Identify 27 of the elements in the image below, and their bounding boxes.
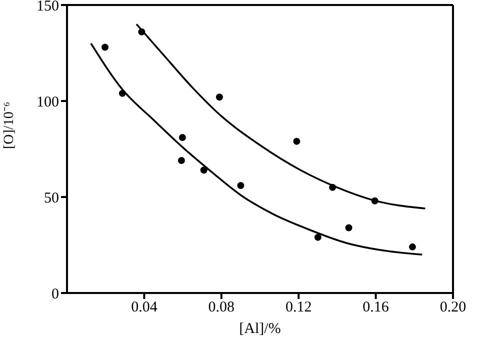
x-tick-label: 0.08: [208, 300, 235, 316]
y-tick-label: 150: [36, 0, 59, 14]
point: [138, 28, 146, 36]
point: [118, 90, 126, 97]
y-tick-label: 0: [52, 286, 59, 302]
point: [102, 44, 109, 51]
x-axis-title: [Al]/%: [239, 321, 281, 337]
x-tick-label: 0.16: [362, 300, 390, 316]
point: [237, 182, 244, 189]
x-tick-label: 0.04: [131, 300, 158, 316]
point: [314, 234, 322, 241]
point: [178, 157, 185, 164]
y-axis-title: [O]/10⁻⁶: [2, 102, 17, 149]
point: [293, 138, 300, 145]
point: [408, 243, 416, 250]
y-tick-label: 50: [44, 190, 59, 206]
y-tick-label: 100: [36, 94, 59, 110]
point: [345, 224, 352, 232]
x-tick-label: 0.12: [285, 300, 312, 316]
point: [200, 166, 208, 174]
line-series: [136, 23, 426, 210]
line-series: [90, 42, 424, 256]
point: [329, 184, 336, 191]
point: [216, 94, 223, 101]
point: [371, 197, 378, 204]
x-tick-label: 0.20: [440, 300, 466, 316]
point: [178, 134, 186, 141]
